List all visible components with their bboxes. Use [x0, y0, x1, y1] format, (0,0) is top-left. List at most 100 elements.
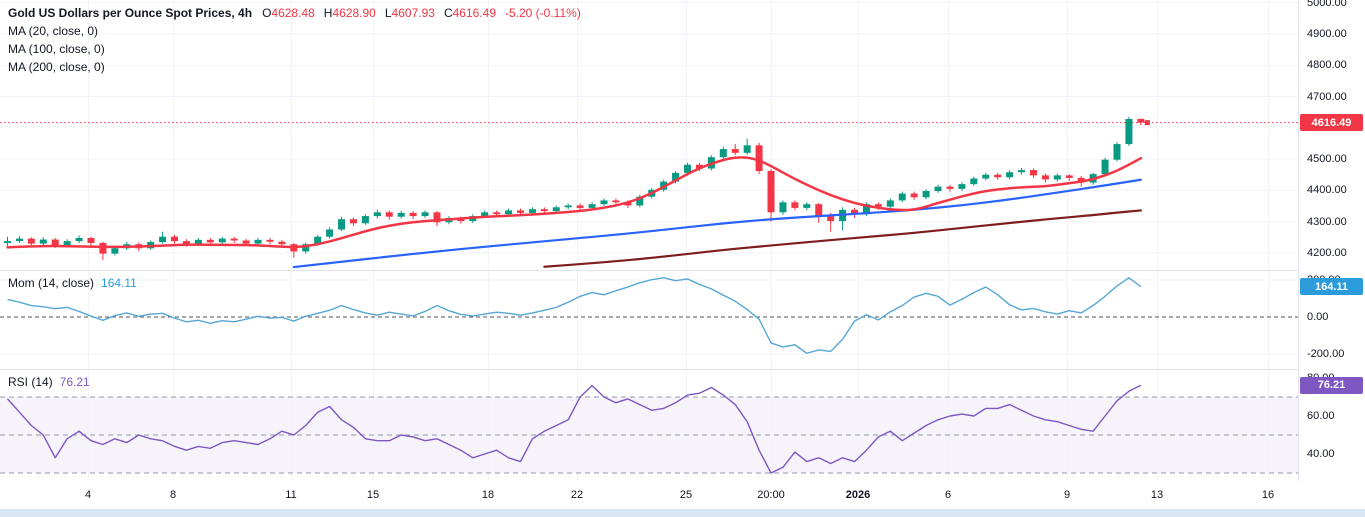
candle-down — [612, 200, 620, 203]
candle-up — [922, 191, 930, 198]
candle-down — [695, 164, 703, 169]
candle-up — [719, 149, 727, 158]
time-tick-label: 22 — [570, 489, 584, 501]
price-tick-label: 4400.00 — [1307, 184, 1347, 197]
candle-up — [886, 200, 894, 207]
rsi-line — [6, 384, 1142, 474]
ma100-legend[interactable]: MA (100, close, 0) — [8, 42, 105, 56]
candle-down — [182, 241, 190, 245]
candle-up — [1125, 119, 1133, 145]
candle-down — [242, 240, 250, 244]
current-price-dot — [1144, 120, 1150, 126]
time-tick-label: 25 — [679, 489, 693, 501]
momentum-badge: 164.11 — [1300, 278, 1363, 296]
candle-down — [731, 149, 739, 153]
change-value: -5.20 (-0.11%) — [505, 6, 581, 20]
candle-up — [982, 174, 990, 179]
time-tick-label: 20:00 — [757, 489, 785, 501]
momentum-value: 164.11 — [101, 276, 137, 290]
candle-up — [421, 212, 429, 217]
ma-line — [292, 178, 1142, 269]
candle-down — [1041, 175, 1049, 180]
candle-up — [600, 200, 608, 205]
candle-up — [254, 239, 262, 244]
symbol-title[interactable]: Gold US Dollars per Ounce Spot Prices, 4… — [8, 6, 253, 20]
candle-up — [1113, 144, 1121, 160]
price-tick-label: 4200.00 — [1307, 247, 1347, 259]
candle-down — [1137, 118, 1145, 123]
candle-up — [63, 241, 71, 246]
candle-up — [159, 236, 167, 243]
price-tick-label: 4300.00 — [1307, 215, 1347, 228]
main-legend: Gold US Dollars per Ounce Spot Prices, 4… — [8, 4, 581, 76]
candle-up — [302, 244, 310, 252]
time-tick-label: 15 — [366, 489, 380, 501]
mom-tick-label: 0.00 — [1307, 311, 1329, 323]
candle-down — [994, 174, 1002, 178]
candle-down — [791, 202, 799, 208]
candle-down — [99, 242, 107, 254]
mom-tick-label: -200.00 — [1307, 348, 1345, 360]
candle-up — [743, 145, 751, 153]
candle-up — [505, 210, 513, 215]
bottom-scroll-strip[interactable] — [0, 509, 1365, 517]
candle-up — [636, 196, 644, 206]
chart-canvas[interactable] — [0, 0, 1298, 481]
ma-line — [543, 209, 1142, 268]
price-axis[interactable]: 5000.004900.004800.004700.004600.004500.… — [1298, 0, 1365, 481]
candle-up — [934, 186, 942, 192]
time-tick-label: 6 — [944, 489, 952, 501]
momentum-label: Mom (14, close) — [8, 276, 95, 290]
candle-up — [672, 172, 680, 182]
price-tick-label: 4500.00 — [1307, 153, 1347, 166]
candle-up — [684, 164, 692, 173]
candle-down — [206, 239, 214, 243]
candle-up — [111, 248, 119, 254]
candle-up — [481, 212, 489, 217]
candle-down — [874, 204, 882, 207]
ma200-legend[interactable]: MA (200, close, 0) — [8, 60, 105, 74]
candle-down — [278, 241, 286, 245]
candle-up — [397, 212, 405, 217]
candle-down — [87, 237, 95, 243]
candle-up — [218, 238, 226, 243]
candle-down — [385, 212, 393, 217]
high-value: H4628.90 — [323, 6, 376, 20]
time-tick-label: 16 — [1261, 489, 1275, 501]
candle-up — [373, 212, 381, 217]
candle-down — [516, 210, 524, 213]
candle-down — [171, 236, 179, 242]
time-tick-label: 11 — [285, 489, 297, 501]
candle-up — [361, 216, 369, 224]
candle-down — [493, 212, 501, 215]
candle-up — [898, 193, 906, 201]
candle-down — [230, 238, 238, 241]
rsi-value: 76.21 — [59, 375, 90, 389]
rsi-badge: 76.21 — [1300, 376, 1363, 394]
candle-up — [75, 237, 83, 242]
candle-down — [851, 209, 859, 215]
price-badge: 4616.49 — [1300, 114, 1363, 132]
time-tick-label: 18 — [481, 489, 495, 501]
candle-down — [27, 238, 35, 244]
candle-down — [540, 209, 548, 212]
time-tick-label: 8 — [169, 489, 177, 501]
candle-up — [326, 229, 334, 237]
candle-up — [1053, 175, 1061, 180]
momentum-legend[interactable]: Mom (14, close) 164.11 — [8, 276, 137, 290]
time-tick-label: 9 — [1063, 489, 1071, 501]
open-value: O4628.48 — [262, 6, 315, 20]
candle-up — [1101, 159, 1109, 175]
rsi-legend[interactable]: RSI (14) 76.21 — [8, 375, 90, 389]
ma20-legend[interactable]: MA (20, close, 0) — [8, 24, 99, 38]
candle-up — [1006, 172, 1014, 178]
time-tick-label: 13 — [1150, 489, 1164, 501]
candle-down — [349, 219, 357, 224]
low-value: L4607.93 — [384, 6, 435, 20]
price-tick-label: 4800.00 — [1307, 59, 1347, 72]
symbol-ohlc-row: Gold US Dollars per Ounce Spot Prices, 4… — [8, 4, 581, 22]
ma-line — [6, 156, 1143, 249]
candle-up — [4, 241, 11, 243]
candle-down — [409, 212, 417, 217]
candle-up — [39, 239, 47, 244]
